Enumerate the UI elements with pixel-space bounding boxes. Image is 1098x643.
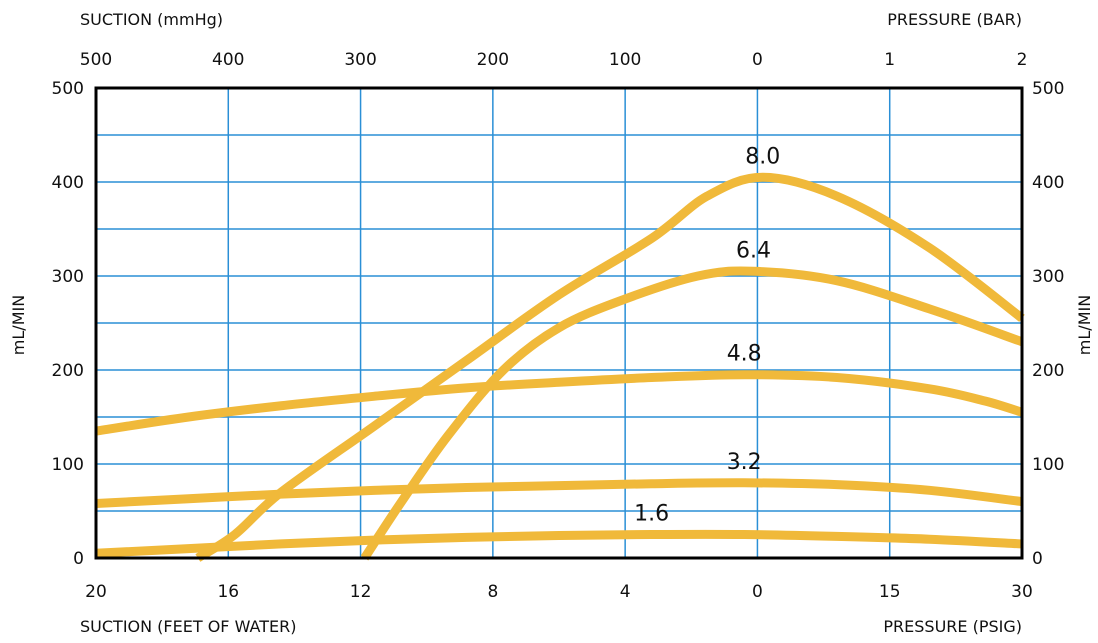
series-curves xyxy=(95,172,1025,562)
x-axis-title-top-right: PRESSURE (BAR) xyxy=(887,10,1022,29)
y-ticks-left: 0 100 200 300 400 500 xyxy=(52,79,84,569)
x-tick-label-top: 300 xyxy=(344,50,376,70)
x-tick-label-bottom: 8 xyxy=(487,582,498,602)
plot-frame xyxy=(94,86,1024,560)
grid xyxy=(96,88,1022,558)
x-axis-title-top-left: SUCTION (mmHg) xyxy=(80,10,223,29)
x-ticks-top: 500 400 300 200 100 0 1 2 xyxy=(80,50,1028,70)
x-tick-label-bottom: 4 xyxy=(620,582,631,602)
y-axis-title-left: mL/MIN xyxy=(9,295,28,355)
x-axis-title-bottom-right: PRESSURE (PSIG) xyxy=(883,617,1022,636)
y-tick-label-left: 400 xyxy=(52,173,84,193)
curve-4-8 xyxy=(95,370,1024,436)
x-tick-label-bottom: 16 xyxy=(217,582,239,602)
curve-6-4 xyxy=(360,266,1024,561)
x-ticks-bottom: 20 16 12 8 4 0 15 30 xyxy=(85,582,1033,602)
curve-label-4-8: 4.8 xyxy=(727,342,762,367)
curve-labels: 8.0 6.4 4.8 3.2 1.6 xyxy=(634,144,780,526)
x-tick-label-bottom: 20 xyxy=(85,582,107,602)
y-ticks-right: 0 100 200 300 400 500 xyxy=(1032,79,1064,569)
y-tick-label-right: 400 xyxy=(1032,173,1064,193)
x-tick-label-bottom: 15 xyxy=(879,582,901,602)
x-tick-label-top: 500 xyxy=(80,50,112,70)
x-tick-label-bottom: 12 xyxy=(350,582,372,602)
x-tick-label-top: 0 xyxy=(752,50,763,70)
y-tick-label-left: 500 xyxy=(52,79,84,99)
x-tick-label-top: 100 xyxy=(609,50,641,70)
y-tick-label-left: 100 xyxy=(52,455,84,475)
x-tick-label-top: 400 xyxy=(212,50,244,70)
y-tick-label-left: 0 xyxy=(73,549,84,569)
x-tick-label-top: 200 xyxy=(477,50,509,70)
curve-label-3-2: 3.2 xyxy=(727,450,762,475)
curve-label-1-6: 1.6 xyxy=(634,502,669,527)
curve-label-6-4: 6.4 xyxy=(736,238,771,263)
y-tick-label-right: 200 xyxy=(1032,361,1064,381)
curve-8-0 xyxy=(195,172,1025,562)
y-tick-label-right: 100 xyxy=(1032,455,1064,475)
y-tick-label-right: 300 xyxy=(1032,267,1064,287)
y-tick-label-right: 500 xyxy=(1032,79,1064,99)
curve-label-8-0: 8.0 xyxy=(745,144,780,169)
y-tick-label-left: 200 xyxy=(52,361,84,381)
y-tick-label-left: 300 xyxy=(52,267,84,287)
x-axis-title-bottom-left: SUCTION (FEET OF WATER) xyxy=(80,617,296,636)
curve-3-2 xyxy=(95,478,1023,508)
x-tick-label-top: 1 xyxy=(884,50,895,70)
x-tick-label-bottom: 30 xyxy=(1011,582,1033,602)
curve-1-6 xyxy=(95,529,1023,558)
y-tick-label-right: 0 xyxy=(1032,549,1043,569)
y-axis-title-right: mL/MIN xyxy=(1075,295,1094,355)
x-tick-label-top: 2 xyxy=(1017,50,1028,70)
x-tick-label-bottom: 0 xyxy=(752,582,763,602)
